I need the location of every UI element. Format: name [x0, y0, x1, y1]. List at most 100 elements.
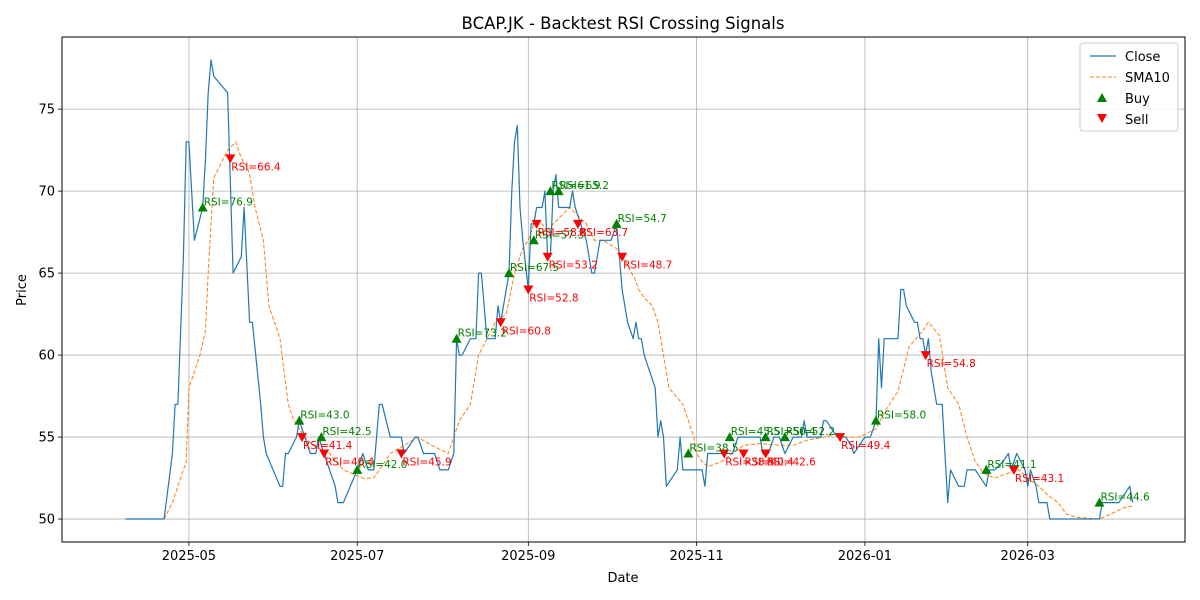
- sell-marker: [920, 351, 931, 361]
- sell-marker: [319, 449, 330, 459]
- close-series: [125, 59, 1134, 520]
- sell-marker: [719, 449, 730, 459]
- signal-annotations: RSI=76.9 RSI=43.0 RSI=42.5 RSI=42.0 RSI=73.2…: [204, 161, 1150, 503]
- sell-marker: [531, 219, 542, 229]
- sell-rsi-label: RSI=43.1: [1015, 473, 1064, 485]
- legend-sell-marker: [1097, 114, 1107, 123]
- buy-marker: [870, 415, 881, 425]
- buy-marker: [1094, 497, 1105, 507]
- x-tick-label: 2026-03: [1001, 549, 1055, 564]
- buy-marker: [981, 464, 992, 474]
- sell-rsi-label: RSI=60.8: [502, 325, 551, 337]
- buy-marker: [528, 235, 539, 245]
- y-axis-label: Price: [15, 274, 30, 306]
- buy-rsi-label: RSI=41.1: [987, 459, 1036, 471]
- sell-rsi-label: RSI=66.4: [231, 161, 281, 173]
- plot-area: RSI=76.9 RSI=43.0 RSI=42.5 RSI=42.0 RSI=73.2…: [125, 59, 1150, 520]
- sell-marker: [1008, 465, 1019, 475]
- buy-marker: [294, 415, 305, 425]
- buy-marker: [683, 448, 694, 458]
- buy-rsi-label: RSI=76.9: [204, 197, 253, 209]
- x-axis: 2025-05 2025-07 2025-09 2025-11 2026-01 2026-…: [162, 542, 1055, 564]
- sell-marker: [738, 449, 749, 459]
- buy-marker: [451, 333, 462, 343]
- sell-rsi-label: RSI=63.7: [579, 227, 628, 239]
- x-tick-label: 2025-11: [669, 549, 723, 564]
- sell-marker: [572, 219, 583, 229]
- sell-marker: [495, 318, 506, 328]
- buy-marker: [503, 268, 514, 278]
- buy-marker: [779, 432, 790, 442]
- sell-rsi-label: RSI=48.7: [623, 260, 672, 272]
- sell-rsi-label: RSI=41.4: [303, 440, 353, 452]
- signal-markers: [197, 154, 1105, 507]
- buy-rsi-label: RSI=54.7: [618, 213, 667, 225]
- sell-rsi-label: RSI=45.9: [402, 456, 451, 468]
- buy-rsi-label: RSI=73.2: [458, 328, 507, 340]
- x-tick-label: 2026-01: [838, 549, 892, 564]
- buy-rsi-label: RSI=57.3: [535, 229, 584, 241]
- buy-rsi-label: RSI=67.5: [510, 262, 559, 274]
- sell-marker: [297, 433, 308, 443]
- sell-marker: [523, 285, 534, 295]
- sell-marker: [835, 433, 846, 443]
- sell-rsi-label: RSI=54.8: [927, 358, 976, 370]
- chart-title: BCAP.JK - Backtest RSI Crossing Signals: [462, 14, 785, 33]
- buy-rsi-label: RSI=52.2: [786, 426, 835, 438]
- legend-box: [1079, 42, 1179, 132]
- sell-rsi-label: RSI=42.6: [767, 456, 817, 468]
- sell-rsi-label: RSI=53.2: [549, 260, 598, 272]
- sell-marker: [225, 154, 236, 164]
- buy-rsi-label: RSI=58.0: [877, 410, 926, 422]
- x-tick-label: 2025-09: [501, 549, 555, 564]
- buy-marker: [611, 218, 622, 228]
- buy-rsi-label: RSI=38.5: [689, 442, 738, 454]
- sell-rsi-label: RSI=49.4: [841, 440, 891, 452]
- plot-frame: [61, 36, 1186, 543]
- legend-buy-marker: [1097, 93, 1107, 102]
- buy-rsi-label: RSI=42.5: [322, 426, 371, 438]
- sell-marker: [542, 252, 553, 262]
- sell-rsi-label: RSI=58.8: [538, 227, 587, 239]
- x-tick-label: 2025-07: [330, 549, 384, 564]
- grid: [62, 37, 1185, 542]
- buy-marker: [316, 432, 327, 442]
- legend-sma10-label: SMA10: [1125, 71, 1170, 86]
- x-axis-label: Date: [607, 571, 638, 586]
- sell-rsi-label: RSI=52.8: [529, 293, 578, 305]
- buy-marker: [553, 186, 564, 196]
- buy-marker: [197, 202, 208, 212]
- buy-marker: [545, 186, 556, 196]
- buy-rsi-label: RSI=44.6: [1100, 492, 1150, 504]
- x-tick-label: 2025-05: [162, 549, 216, 564]
- buy-rsi-label: RSI=43.0: [300, 410, 349, 422]
- sell-rsi-label: RSI=40.4: [745, 456, 795, 468]
- y-axis: 50 55 60 65 70 75: [38, 103, 62, 528]
- y-tick-label: 55: [38, 431, 55, 446]
- sell-rsi-label: RSI=38.5: [725, 456, 774, 468]
- legend-sell-label: Sell: [1125, 113, 1148, 128]
- buy-rsi-label: RSI=50.4: [767, 426, 817, 438]
- sma10-line: [163, 141, 1133, 520]
- buy-marker: [760, 432, 771, 442]
- sma10-series: [163, 141, 1133, 520]
- y-tick-label: 65: [38, 267, 55, 282]
- close-line: [125, 59, 1134, 520]
- buy-rsi-label: RSI=65.2: [560, 180, 609, 192]
- buy-marker: [724, 432, 735, 442]
- sell-marker: [760, 449, 771, 459]
- legend-buy-label: Buy: [1125, 92, 1150, 107]
- legend-close-label: Close: [1125, 50, 1160, 65]
- y-tick-label: 60: [38, 349, 55, 364]
- buy-marker: [352, 464, 363, 474]
- buy-rsi-label: RSI=42.0: [358, 459, 407, 471]
- buy-rsi-label: RSI=61.9: [551, 180, 600, 192]
- sell-rsi-label: RSI=40.4: [325, 456, 375, 468]
- y-tick-label: 50: [38, 513, 55, 528]
- sell-marker: [396, 449, 407, 459]
- buy-rsi-label: RSI=45.5: [731, 426, 780, 438]
- y-tick-label: 70: [38, 185, 55, 200]
- sell-marker: [617, 252, 628, 262]
